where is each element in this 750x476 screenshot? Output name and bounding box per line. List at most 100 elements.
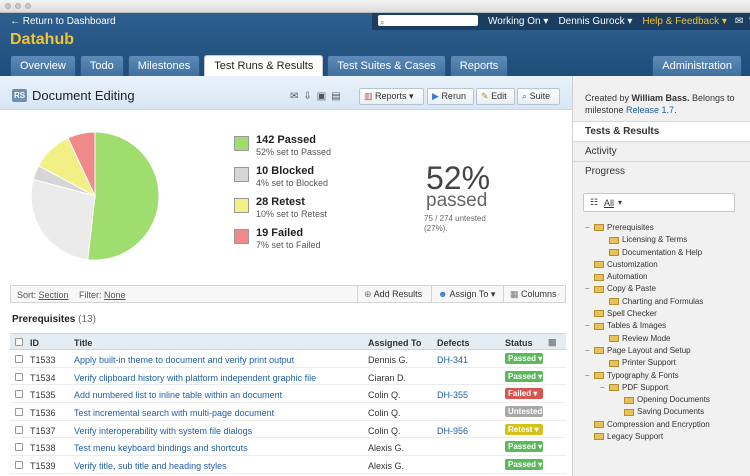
milestone-link[interactable]: Release 1.7	[626, 105, 675, 115]
search-input[interactable]	[378, 15, 478, 26]
tree-item[interactable]: Documentation & Help	[585, 248, 750, 260]
table-row[interactable]: T1536 Test incremental search with multi-…	[10, 403, 566, 427]
pie-slice-untested	[30, 178, 96, 261]
edit-button[interactable]: ✎ Edit	[476, 88, 515, 105]
tests-table: ID Title Assigned To Defects Status ▦ T1…	[10, 333, 566, 474]
tree-toggle-icon[interactable]: −	[585, 345, 590, 355]
tree-item[interactable]: − Copy & Paste	[585, 284, 750, 296]
table-row[interactable]: T1538 Test menu keyboard bindings and sho…	[10, 438, 566, 457]
print-icon[interactable]: ▣	[316, 91, 327, 102]
tab-milestones[interactable]: Milestones	[127, 55, 201, 76]
filter-control[interactable]: Filter: None	[79, 290, 126, 300]
reports-button[interactable]: ▥ Reports ▾	[359, 88, 424, 105]
row-title-link[interactable]: Add numbered list to inline table within…	[74, 390, 283, 401]
tree-item[interactable]: Licensing & Terms	[585, 235, 750, 247]
tree-toggle-icon[interactable]: −	[585, 223, 590, 232]
tree-item[interactable]: Compression and Encryption	[585, 420, 750, 432]
tree-item[interactable]: Printer Support	[585, 358, 750, 370]
row-checkbox[interactable]	[15, 408, 23, 417]
row-title-link[interactable]: Verify interoperability with system file…	[74, 425, 253, 436]
row-defect-link[interactable]: DH-341	[437, 355, 469, 365]
row-status-dropdown[interactable]: Retest ▾	[505, 423, 543, 435]
sidebar-tab-progress[interactable]: Progress	[573, 161, 750, 181]
tree-item[interactable]: Charting and Formulas	[585, 297, 750, 309]
row-checkbox[interactable]	[15, 390, 23, 399]
lock-icon[interactable]: ▤	[331, 91, 341, 102]
row-checkbox[interactable]	[15, 355, 23, 363]
tree-item[interactable]: Saving Documents	[585, 407, 750, 419]
table-row[interactable]: T1533 Apply built-in theme to document an…	[10, 350, 566, 368]
sort-control[interactable]: Sort: Section	[17, 290, 69, 300]
row-status-dropdown[interactable]: Passed ▾	[505, 353, 543, 364]
tree-item[interactable]: Opening Documents	[585, 395, 750, 407]
row-title-link[interactable]: Test menu keyboard bindings and shortcut…	[74, 443, 248, 454]
mail-icon[interactable]: ✉	[734, 16, 744, 27]
blocked-swatch	[234, 167, 249, 182]
user-icon: ☻	[438, 289, 448, 299]
row-id: T1538	[30, 443, 56, 454]
tab-overview[interactable]: Overview	[10, 55, 76, 76]
all-sections-select[interactable]: ☷ All ▾	[583, 193, 735, 212]
tree-item[interactable]: − PDF Support	[585, 383, 750, 395]
row-title-link[interactable]: Verify title, sub title and heading styl…	[74, 461, 227, 472]
table-row[interactable]: T1539 Verify title, sub title and heading…	[10, 456, 566, 474]
twitter-icon[interactable]: ❦	[748, 16, 750, 27]
row-defect-link[interactable]: DH-355	[437, 390, 469, 401]
select-all-checkbox[interactable]	[15, 338, 23, 346]
row-status-label: Passed	[508, 371, 537, 381]
row-title-link[interactable]: Apply built-in theme to document and ver…	[74, 355, 295, 365]
tab-reports[interactable]: Reports	[449, 55, 509, 76]
tree-toggle-icon[interactable]: −	[585, 321, 590, 331]
row-checkbox[interactable]	[15, 425, 23, 434]
row-defect-link[interactable]: DH-956	[437, 425, 469, 436]
column-config-icon[interactable]: ▦	[548, 337, 557, 347]
row-checkbox[interactable]	[15, 372, 23, 381]
export-icon[interactable]: ⇩	[303, 91, 312, 102]
tab-todo[interactable]: Todo	[79, 55, 124, 76]
table-row[interactable]: T1534 Verify clipboard history with platf…	[10, 368, 566, 386]
row-status-dropdown[interactable]: Untested ▾	[505, 406, 543, 427]
return-to-dashboard-link[interactable]: ← Return to Dashboard	[10, 16, 116, 27]
email-icon[interactable]: ✉	[290, 91, 299, 102]
help-feedback-menu[interactable]: Help & Feedback ▾	[642, 16, 727, 27]
tab-test-runs-results[interactable]: Test Runs & Results	[204, 55, 324, 76]
tree-toggle-icon[interactable]: −	[585, 284, 590, 294]
tree-item[interactable]: Legacy Support	[585, 432, 750, 444]
assign-to-button[interactable]: ☻ Assign To ▾	[431, 286, 501, 302]
main-content: RS Document Editing ✉ ⇩ ▣ ▤ ▥ Reports ▾ …	[0, 76, 572, 476]
row-checkbox[interactable]	[15, 461, 23, 470]
tree-item[interactable]: − Prerequisites	[585, 223, 750, 235]
row-status-dropdown[interactable]: Failed ▾	[505, 388, 543, 400]
tree-item[interactable]: Spell Checker	[585, 309, 750, 321]
columns-button[interactable]: ▦ Columns	[503, 286, 563, 302]
rerun-button[interactable]: ▶ Rerun	[427, 88, 474, 105]
tree-toggle-icon[interactable]: −	[600, 382, 605, 392]
tab-administration[interactable]: Administration	[652, 55, 742, 76]
blocked-sub: 4% set to Blocked	[256, 178, 329, 188]
tab-test-suites-cases[interactable]: Test Suites & Cases	[327, 55, 446, 76]
tree-item[interactable]: Review Mode	[585, 334, 750, 346]
working-on-menu[interactable]: Working On ▾	[488, 16, 549, 27]
table-row[interactable]: T1535 Add numbered list to inline table w…	[10, 385, 566, 404]
row-status-dropdown[interactable]: Passed ▾	[505, 459, 543, 471]
add-results-button[interactable]: ⊕ Add Results	[357, 286, 428, 302]
row-status-dropdown[interactable]: Passed ▾	[505, 441, 543, 453]
tree-item[interactable]: Automation	[585, 272, 750, 284]
tree-item[interactable]: − Page Layout and Setup	[585, 346, 750, 358]
row-title-link[interactable]: Verify clipboard history with platform i…	[74, 372, 317, 383]
row-title-link[interactable]: Test incremental search with multi-page …	[74, 408, 275, 419]
sidebar-tab-tests-results[interactable]: Tests & Results	[573, 121, 750, 141]
table-row[interactable]: T1537 Verify interoperability with system…	[10, 421, 566, 439]
tree-toggle-icon[interactable]: −	[585, 370, 590, 380]
suite-button[interactable]: ⌕ Suite	[517, 88, 560, 105]
window-minimize-dot[interactable]	[15, 3, 21, 9]
tree-item[interactable]: − Tables & Images	[585, 321, 750, 333]
tree-item[interactable]: − Typography & Fonts	[585, 371, 750, 383]
sidebar-tab-activity[interactable]: Activity	[573, 141, 750, 161]
row-status-dropdown[interactable]: Passed ▾	[505, 370, 543, 382]
row-checkbox[interactable]	[15, 443, 23, 452]
tree-item[interactable]: Customization	[585, 260, 750, 272]
user-menu[interactable]: Dennis Gurock ▾	[558, 16, 633, 27]
window-zoom-dot[interactable]	[25, 3, 31, 9]
window-close-dot[interactable]	[5, 3, 11, 9]
